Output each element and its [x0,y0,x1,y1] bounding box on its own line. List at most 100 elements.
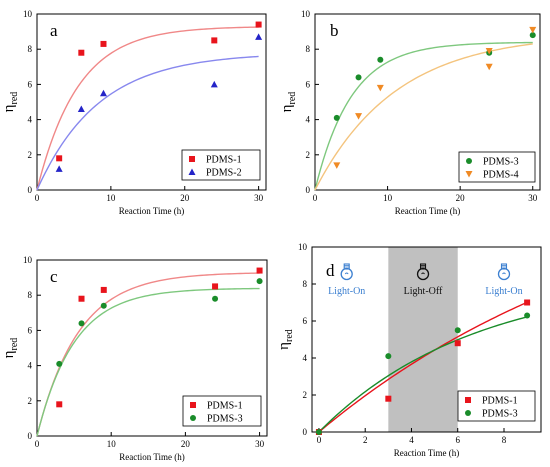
x-tick-label: 30 [255,439,265,449]
y-tick-label: 2 [303,390,308,400]
data-point-pdms-1 [212,283,219,290]
plot-frame [36,13,267,191]
data-point-pdms-4 [485,63,493,71]
x-tick-label: 0 [317,435,322,445]
fit-line-pdms-1 [318,301,528,433]
x-tick-label: 8 [502,435,507,445]
y-tick-label: 10 [23,255,33,265]
data-point-pdms-3 [78,320,85,327]
x-tick-label: 2 [363,435,368,445]
y-axis-title: ηred [276,329,295,350]
legend-label: PDMS-3 [482,409,518,420]
y-tick-label: 10 [301,9,311,19]
fit-line-pdms-3 [314,41,533,191]
y-tick-label: 2 [306,150,311,160]
data-point-pdms-4 [355,113,363,120]
legend-label: PDMS-2 [206,168,242,179]
legend-label: PDMS-3 [207,414,243,425]
y-tick-label: 4 [28,115,33,125]
x-tick-label: 20 [456,193,466,203]
legend: PDMS-1 PDMS-3 [457,390,536,422]
x-tick-label: 20 [181,439,191,449]
data-point-pdms-3 [529,32,536,39]
data-point-pdms-1 [56,155,63,162]
fit-line-pdms-1 [36,272,260,437]
legend-label: PDMS-1 [207,401,243,412]
legend: PDMS-3 PDMS-4 [458,151,536,183]
y-axis-title: ηred [1,338,20,359]
data-point-pdms-4 [333,162,341,169]
panel-letter: c [50,267,58,286]
data-point-pdms-2 [99,89,107,97]
panel-letter: a [50,21,58,40]
data-point-pdms-4 [529,26,537,34]
fit-line-pdms-3 [36,287,260,437]
x-axis-title: Reaction Time (h) [119,452,185,462]
legend: PDMS-1 PDMS-2 [181,149,261,181]
annotation-light-on: Light-On [485,286,522,297]
y-tick-label: 6 [303,316,308,326]
legend-marker [188,168,196,175]
data-point-pdms-1 [524,299,531,306]
annotation-light-off: Light-Off [404,286,443,297]
data-point-pdms-3 [385,353,392,360]
bulb-on-icon [340,263,353,281]
y-axis-title: ηred [1,92,20,113]
data-point-pdms-3 [256,278,263,285]
legend-marker [190,402,196,408]
data-point-pdms-2 [255,33,263,40]
data-point-pdms-3 [100,302,107,309]
legend-marker [465,410,471,416]
data-point-pdms-4 [376,84,384,92]
y-axis-title: ηred [279,92,298,113]
panel-letter: d [326,261,335,280]
plot-frame [36,259,268,437]
y-tick-label: 0 [28,185,33,195]
legend-marker [465,171,473,178]
y-tick-label: 6 [28,79,33,89]
light-off-region [388,247,458,432]
bulb-on-icon [497,263,511,281]
y-tick-label: 0 [28,431,33,441]
fit-line-pdms-2 [36,55,259,191]
x-tick-label: 0 [35,193,40,203]
fit-line-pdms-3 [318,316,528,433]
x-axis-title: Reaction Time (h) [395,206,461,216]
y-tick-label: 4 [303,353,308,363]
data-point-pdms-1 [100,286,107,293]
data-point-pdms-3 [56,360,63,367]
x-tick-label: 0 [35,439,40,449]
plot-frame [314,13,541,191]
x-tick-label: 10 [106,193,116,203]
legend-label: PDMS-4 [483,170,519,181]
fit-line-pdms-4 [314,43,533,191]
data-point-pdms-1 [454,340,461,347]
data-point-pdms-4 [485,47,493,55]
panel-letter: b [330,21,339,40]
legend-marker [465,397,471,403]
data-point-pdms-1 [56,401,63,408]
y-tick-label: 4 [306,115,311,125]
fit-line-pdms-1 [36,26,259,191]
data-point-pdms-2 [210,80,218,88]
data-point-pdms-1 [78,295,85,302]
x-tick-label: 10 [107,439,117,449]
data-point-pdms-3 [454,327,461,334]
y-tick-label: 2 [28,396,33,406]
bulb-off-icon [416,263,430,281]
legend: PDMS-1 PDMS-3 [182,395,262,427]
x-tick-label: 10 [383,193,393,203]
data-point-pdms-3 [315,429,322,435]
data-point-pdms-1 [255,21,262,28]
plot-frame [311,246,542,433]
data-point-pdms-3 [333,114,340,121]
data-point-pdms-2 [77,105,85,113]
legend-marker [189,156,195,162]
x-axis-title: Reaction Time (h) [119,206,185,216]
y-tick-label: 6 [28,325,33,335]
y-tick-label: 8 [28,290,33,300]
data-point-pdms-1 [78,49,85,56]
y-tick-label: 4 [28,361,33,371]
legend-label: PDMS-1 [206,155,242,166]
